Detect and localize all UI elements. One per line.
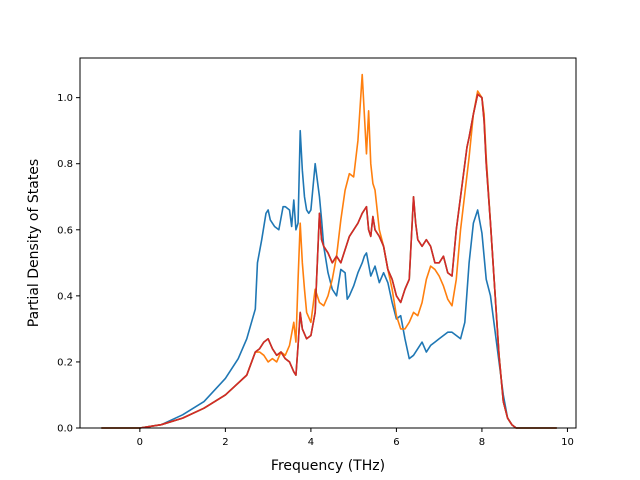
x-tick-label: 10 xyxy=(561,437,574,448)
y-tick-label: 1.0 xyxy=(57,93,73,104)
x-tick-label: 8 xyxy=(479,437,485,448)
x-tick-label: 4 xyxy=(308,437,314,448)
series-line-4 xyxy=(101,93,557,429)
y-tick-label: 0.2 xyxy=(57,357,73,368)
series-line-3 xyxy=(101,93,557,429)
plot-frame xyxy=(79,57,577,429)
series-line-1 xyxy=(101,129,557,429)
y-axis-label: Partial Density of States xyxy=(26,159,42,327)
series-line-2 xyxy=(101,73,557,429)
y-tick-label: 0.0 xyxy=(57,424,73,435)
x-tick-label: 6 xyxy=(393,437,399,448)
y-tick-label: 0.4 xyxy=(57,291,73,302)
y-tick-label: 0.8 xyxy=(57,159,73,170)
series-layer xyxy=(101,73,557,429)
x-axis-label: Frequency (THz) xyxy=(271,458,385,474)
x-tick-label: 2 xyxy=(222,437,228,448)
y-axis-ticks: 0.0 0.2 0.4 0.6 0.8 1.0 xyxy=(57,93,80,435)
x-tick-label: 0 xyxy=(137,437,143,448)
x-axis-ticks: 0 2 4 6 8 10 xyxy=(137,428,574,448)
y-tick-label: 0.6 xyxy=(57,225,73,236)
